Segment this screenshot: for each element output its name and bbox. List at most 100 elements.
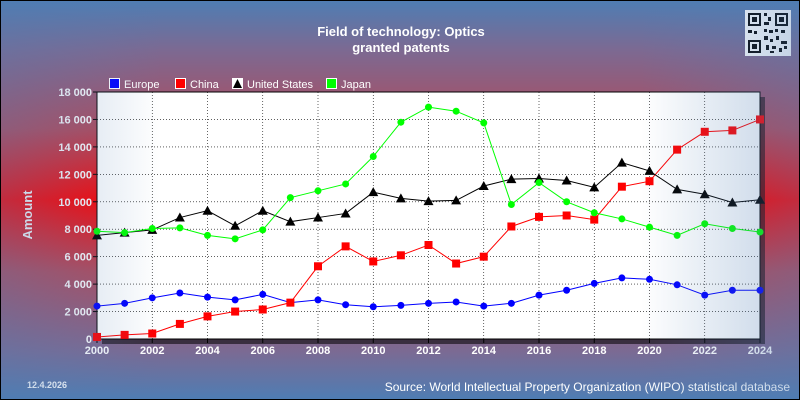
data-point-europe [314,296,322,304]
data-point-japan [314,187,322,195]
y-tick-label: 4 000 [64,279,92,291]
data-point-china [424,241,433,250]
data-point-japan [286,194,294,202]
chart-title: Field of technology: Optics [317,24,485,39]
x-tick-label: 2020 [637,345,661,357]
x-tick-label: 2010 [361,345,385,357]
data-point-japan [231,235,239,243]
x-tick-label: 2012 [416,345,440,357]
data-point-united-states [423,196,434,206]
data-point-united-states [257,205,268,215]
data-point-china [507,222,516,231]
data-point-europe [121,299,129,307]
data-point-china [479,252,488,261]
legend-label: China [190,79,220,91]
data-point-china [645,177,654,186]
data-point-united-states [451,195,462,205]
data-point-china [562,211,571,220]
data-point-europe [507,299,515,307]
data-point-china [535,212,543,221]
data-point-japan [425,103,432,111]
data-point-china [590,215,599,224]
legend-swatch [176,79,185,88]
legend-label: Europe [124,79,159,91]
data-point-china [728,126,737,135]
data-point-japan [563,198,571,206]
y-tick-label: 0 [86,334,92,346]
data-point-europe [756,286,764,294]
data-point-europe [176,289,184,297]
data-point-japan [121,229,129,237]
data-point-japan [507,201,515,209]
x-tick-label: 2000 [85,345,109,357]
x-tick-label: 2006 [251,345,275,357]
data-point-japan [618,215,626,223]
series-europe [93,274,764,311]
data-point-japan [93,227,101,235]
data-point-europe [618,274,626,282]
data-point-china [756,115,764,124]
data-point-europe [369,303,377,311]
date-stamp: 12.4.2026 [27,380,67,390]
data-point-japan [480,119,488,127]
data-point-united-states [589,182,600,192]
data-point-china [314,262,322,271]
data-point-united-states [368,187,379,197]
data-point-europe [535,291,543,299]
source-text: Source: World Intellectual Property Orga… [385,380,791,394]
series-china [93,115,764,341]
legend-label: Japan [341,79,371,91]
data-point-united-states [313,212,323,222]
data-point-china [452,259,461,268]
x-tick-label: 2016 [527,345,551,357]
data-point-china [203,312,212,321]
data-point-united-states [699,189,710,199]
data-point-japan [535,179,543,187]
data-point-japan [369,152,377,160]
data-point-europe [397,301,405,309]
series-japan [93,103,764,243]
legend-item-united-states: United States [232,78,314,91]
y-axis-label: Amount [20,190,35,240]
x-tick-label: 2008 [306,345,330,357]
data-point-europe [590,279,598,287]
legend-item-europe: Europe [109,78,159,91]
y-tick-label: 8 000 [64,224,92,236]
x-tick-label: 2014 [472,345,497,357]
data-point-japan [452,107,460,115]
plot-area: 0 2 000 4 000 6 000 8 000 10 000 12 000 14 000 1… [58,87,773,357]
data-point-japan [756,228,764,236]
data-point-japan [148,225,156,233]
chart-legend: Europe China United States Japan [109,78,371,91]
x-tick-label: 2002 [140,345,164,357]
data-point-japan [342,180,350,188]
data-point-united-states [92,230,102,240]
legend-item-japan: Japan [326,78,371,91]
data-point-china [258,305,267,314]
data-point-united-states [478,180,489,190]
data-point-japan [176,224,184,232]
data-point-japan [590,209,598,217]
x-tick-label: 2004 [195,345,220,357]
data-point-china [120,330,129,339]
data-point-china [396,251,405,260]
data-point-europe [204,293,211,301]
data-point-china [700,127,709,136]
data-point-europe [701,291,709,299]
data-point-united-states [755,194,765,204]
data-point-europe [231,296,239,304]
data-point-china [175,319,184,328]
data-point-europe [425,299,432,307]
x-tick-label: 2022 [693,345,717,357]
y-tick-label: 16 000 [58,114,92,126]
data-point-china [286,298,295,307]
data-point-japan [646,223,653,231]
data-point-japan [259,226,267,234]
data-point-japan [728,225,736,233]
data-point-united-states [561,175,572,185]
x-tick-label: 2024 [748,345,773,357]
legend-label: United States [247,79,314,91]
data-point-europe [646,275,653,283]
data-point-china [231,307,240,316]
